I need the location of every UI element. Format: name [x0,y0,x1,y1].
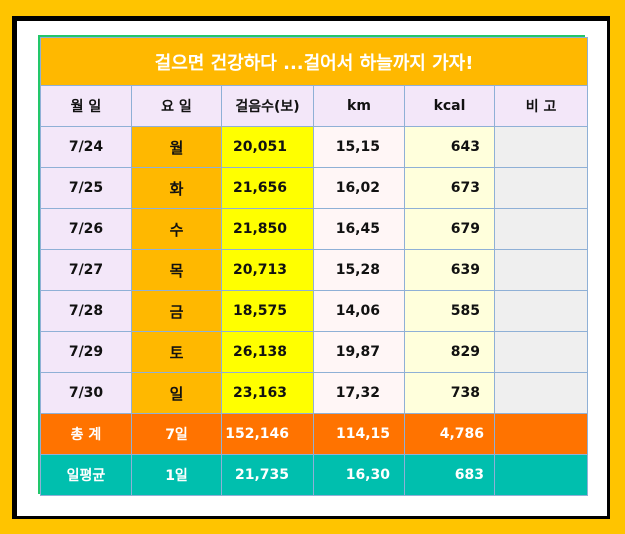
cell-kcal: 585 [404,290,495,332]
cell-kcal: 679 [404,208,495,250]
cell-day: 토 [131,331,222,373]
average-kcal: 683 [404,454,495,496]
cell-date: 7/26 [40,208,132,250]
total-kcal: 4,786 [404,413,495,455]
cell-steps: 26,138 [221,331,314,373]
cell-note [493,208,589,250]
walking-log-card: 걸으면 건강하다 ...걸어서 하늘까지 가자! 월 일 요 일 걸음수(보) … [38,35,589,496]
table-row: 7/29 토 26,138 19,87 829 [40,331,589,373]
cell-kcal: 639 [404,249,495,291]
cell-date: 7/30 [40,372,132,414]
cell-date: 7/28 [40,290,132,332]
cell-steps: 23,163 [221,372,314,414]
total-km: 114,15 [313,413,405,455]
cell-day: 월 [131,126,222,168]
cell-note [493,126,589,168]
cell-note [493,290,589,332]
cell-note [493,331,589,373]
cell-day: 수 [131,208,222,250]
average-count: 1일 [131,454,222,496]
total-count: 7일 [131,413,222,455]
total-row: 총 계 7일 152,146 114,15 4,786 [40,413,589,455]
average-note [493,454,589,496]
cell-day: 목 [131,249,222,291]
total-steps: 152,146 [221,413,314,455]
cell-day: 일 [131,372,222,414]
average-row: 일평균 1일 21,735 16,30 683 [40,454,589,496]
cell-km: 16,02 [313,167,405,209]
table-row: 7/28 금 18,575 14,06 585 [40,290,589,332]
cell-km: 16,45 [313,208,405,250]
table-row: 7/30 일 23,163 17,32 738 [40,372,589,414]
cell-steps: 21,656 [221,167,314,209]
header-row: 월 일 요 일 걸음수(보) km kcal 비 고 [40,85,589,127]
cell-kcal: 643 [404,126,495,168]
header-date: 월 일 [40,85,132,127]
walking-log-table: 걸으면 건강하다 ...걸어서 하늘까지 가자! 월 일 요 일 걸음수(보) … [39,37,589,496]
cell-note [493,167,589,209]
table-row: 7/26 수 21,850 16,45 679 [40,208,589,250]
header-km: km [313,85,405,127]
header-kcal: kcal [404,85,495,127]
table-row: 7/27 목 20,713 15,28 639 [40,249,589,291]
cell-km: 17,32 [313,372,405,414]
cell-km: 14,06 [313,290,405,332]
average-steps: 21,735 [221,454,314,496]
table-row: 7/25 화 21,656 16,02 673 [40,167,589,209]
cell-note [493,249,589,291]
cell-date: 7/24 [40,126,132,168]
total-note [493,413,589,455]
cell-steps: 18,575 [221,290,314,332]
cell-km: 15,28 [313,249,405,291]
average-label: 일평균 [40,454,132,496]
cell-steps: 20,713 [221,249,314,291]
cell-km: 19,87 [313,331,405,373]
cell-day: 화 [131,167,222,209]
page-title: 걸으면 건강하다 ...걸어서 하늘까지 가자! [39,37,589,86]
average-km: 16,30 [313,454,405,496]
cell-date: 7/27 [40,249,132,291]
cell-date: 7/29 [40,331,132,373]
header-day: 요 일 [131,85,222,127]
table-row: 7/24 월 20,051 15,15 643 [40,126,589,168]
cell-steps: 21,850 [221,208,314,250]
cell-kcal: 738 [404,372,495,414]
cell-day: 금 [131,290,222,332]
total-label: 총 계 [40,413,132,455]
cell-km: 15,15 [313,126,405,168]
cell-date: 7/25 [40,167,132,209]
cell-kcal: 829 [404,331,495,373]
header-note: 비 고 [493,85,589,127]
header-steps: 걸음수(보) [221,85,314,127]
cell-note [493,372,589,414]
cell-steps: 20,051 [221,126,314,168]
cell-kcal: 673 [404,167,495,209]
